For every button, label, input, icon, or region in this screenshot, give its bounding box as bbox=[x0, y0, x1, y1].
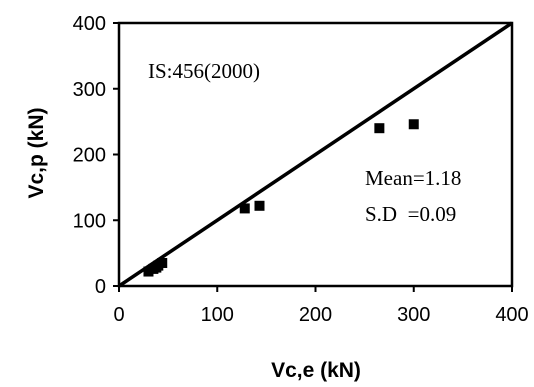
y-tick-label: 400 bbox=[73, 13, 106, 35]
x-tick-label: 300 bbox=[397, 304, 430, 326]
annotation-mean: Mean=1.18 bbox=[365, 166, 461, 190]
y-tick-label: 0 bbox=[95, 276, 106, 298]
data-point bbox=[254, 200, 265, 211]
x-tick-label: 100 bbox=[201, 304, 234, 326]
y-tick-label: 200 bbox=[73, 145, 106, 167]
y-tick-label: 100 bbox=[73, 210, 106, 232]
x-tick-label: 0 bbox=[113, 304, 124, 326]
data-points bbox=[143, 119, 419, 277]
reference-line-group bbox=[118, 21, 513, 288]
x-axis-title: Vc,e (kN) bbox=[271, 359, 361, 382]
data-point bbox=[408, 119, 419, 130]
reference-line bbox=[118, 21, 513, 288]
x-tick-label: 200 bbox=[299, 304, 332, 326]
y-axis-title: Vc,p (kN) bbox=[25, 107, 48, 198]
data-point bbox=[157, 257, 168, 268]
y-tick-label: 300 bbox=[73, 79, 106, 101]
annotation-sd: S.D =0.09 bbox=[365, 202, 456, 226]
tick-labels: 0 100 200 300 400 0 100 200 300 400 bbox=[73, 13, 529, 326]
annotation-code: IS:456(2000) bbox=[148, 59, 260, 83]
axes bbox=[113, 22, 513, 292]
x-tick-label: 400 bbox=[495, 304, 528, 326]
data-point bbox=[374, 123, 385, 134]
data-point bbox=[239, 203, 250, 214]
